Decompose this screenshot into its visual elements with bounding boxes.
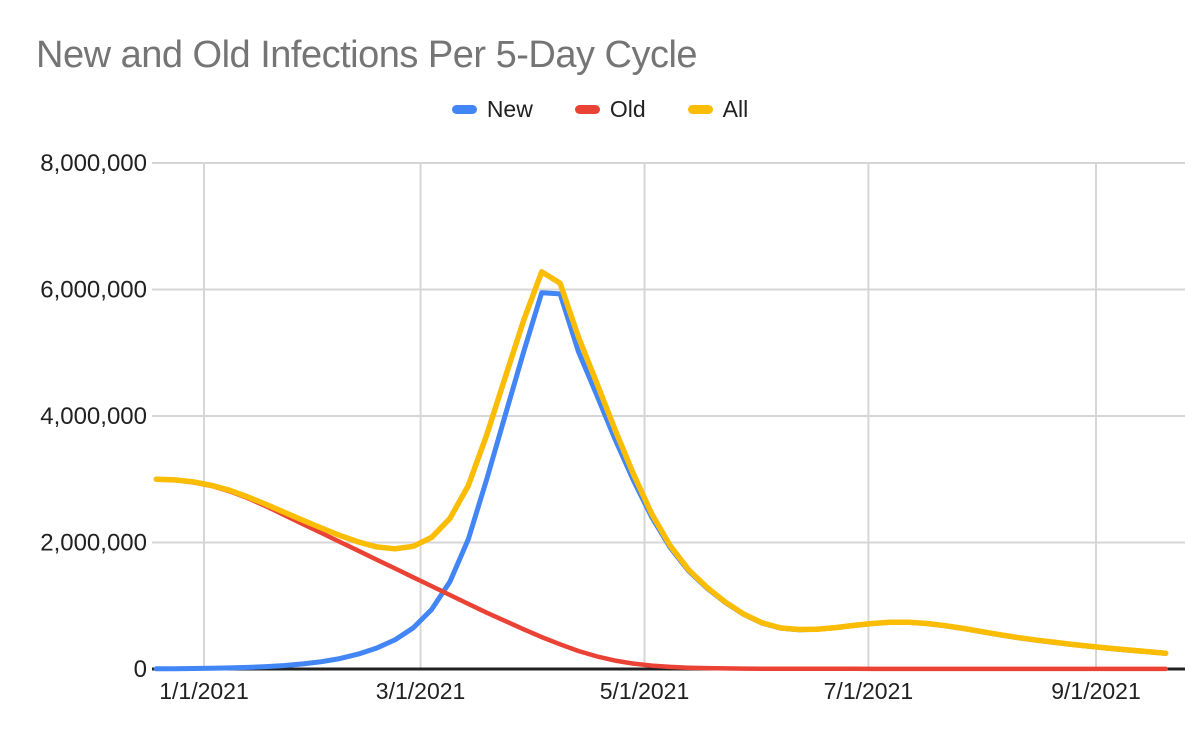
legend-swatch-all-icon	[687, 105, 713, 114]
x-axis-tick-label: 7/1/2021	[824, 678, 914, 704]
x-axis-tick-label: 9/1/2021	[1051, 678, 1141, 704]
gridlines	[152, 162, 1185, 669]
legend-label-all: All	[722, 96, 749, 122]
y-axis-tick-labels: 0 2,000,000 4,000,000 6,000,000 8,000,000	[40, 150, 147, 683]
x-axis-tick-labels: 1/1/2021 3/1/2021 5/1/2021 7/1/2021 9/1/2021	[159, 678, 1141, 704]
y-axis-tick-label: 0	[134, 656, 147, 683]
x-axis-tick-label: 3/1/2021	[376, 678, 466, 704]
x-axis-tick-label: 1/1/2021	[159, 678, 249, 704]
legend: New Old All	[0, 96, 1200, 123]
y-axis-tick-label: 6,000,000	[40, 277, 147, 304]
legend-swatch-old-icon	[574, 105, 600, 114]
legend-swatch-new-icon	[451, 105, 477, 114]
legend-item-new[interactable]: New	[451, 96, 533, 123]
x-axis-tick-label: 5/1/2021	[600, 678, 690, 704]
legend-label-old: Old	[609, 96, 646, 122]
y-axis-tick-label: 4,000,000	[40, 403, 147, 430]
series-line-new	[153, 290, 1169, 672]
series-line-all	[153, 269, 1169, 656]
series-line-old	[154, 477, 1168, 672]
legend-item-old[interactable]: Old	[574, 96, 646, 123]
legend-label-new: New	[486, 96, 533, 122]
series-lines	[153, 269, 1169, 672]
chart-title: New and Old Infections Per 5-Day Cycle	[36, 34, 698, 76]
y-axis-tick-label: 2,000,000	[40, 530, 147, 557]
y-axis-tick-label: 8,000,000	[40, 150, 147, 177]
legend-item-all[interactable]: All	[687, 96, 749, 123]
